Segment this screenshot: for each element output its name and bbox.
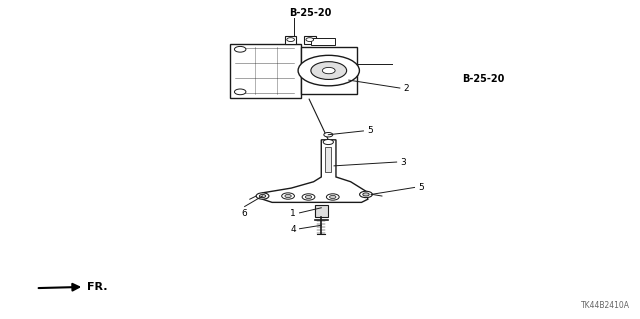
Circle shape bbox=[287, 38, 294, 41]
Polygon shape bbox=[325, 147, 332, 172]
Bar bbox=[310, 38, 335, 45]
Text: 2: 2 bbox=[404, 84, 410, 93]
Bar bbox=[304, 36, 316, 44]
Circle shape bbox=[360, 191, 372, 197]
Text: B-25-20: B-25-20 bbox=[462, 73, 504, 84]
Circle shape bbox=[234, 89, 246, 95]
Text: 6: 6 bbox=[242, 209, 248, 218]
Circle shape bbox=[330, 196, 336, 198]
Text: 5: 5 bbox=[367, 126, 373, 135]
Circle shape bbox=[234, 47, 246, 52]
Circle shape bbox=[259, 195, 266, 197]
Bar bbox=[315, 205, 328, 217]
Circle shape bbox=[306, 38, 314, 41]
Bar bbox=[301, 47, 356, 94]
Circle shape bbox=[282, 193, 294, 199]
Text: FR.: FR. bbox=[38, 282, 108, 292]
Bar bbox=[285, 36, 296, 44]
Circle shape bbox=[363, 193, 369, 196]
Circle shape bbox=[323, 139, 333, 145]
Text: 5: 5 bbox=[419, 183, 424, 192]
Circle shape bbox=[285, 195, 291, 197]
Circle shape bbox=[323, 67, 335, 74]
Circle shape bbox=[302, 194, 315, 200]
Circle shape bbox=[298, 55, 360, 86]
Text: 3: 3 bbox=[401, 158, 406, 167]
Text: 4: 4 bbox=[290, 225, 296, 234]
Circle shape bbox=[324, 132, 333, 137]
Bar bbox=[230, 44, 301, 98]
Circle shape bbox=[256, 193, 269, 199]
Circle shape bbox=[305, 196, 312, 198]
Circle shape bbox=[311, 62, 347, 79]
Text: TK44B2410A: TK44B2410A bbox=[580, 301, 630, 310]
Text: B-25-20: B-25-20 bbox=[289, 8, 332, 18]
Polygon shape bbox=[262, 140, 368, 202]
Text: 1: 1 bbox=[290, 209, 296, 218]
Circle shape bbox=[326, 194, 339, 200]
